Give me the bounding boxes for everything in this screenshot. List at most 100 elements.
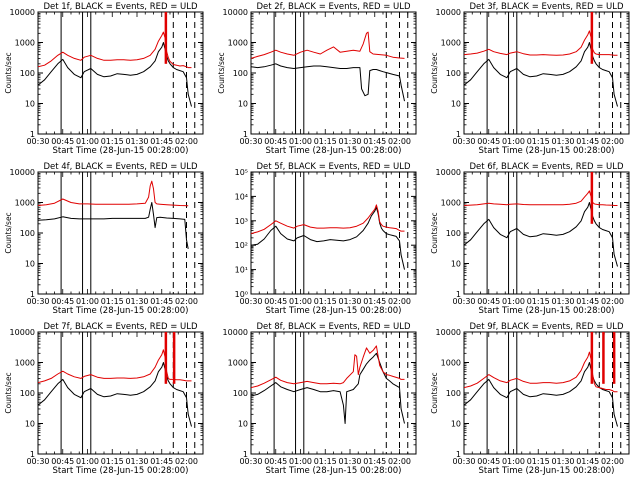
x-tick-label: 00:45	[477, 297, 500, 306]
x-tick-label: 00:45	[264, 137, 287, 146]
x-tick-label: 01:30	[338, 137, 361, 146]
y-tick-label: 100	[20, 229, 35, 238]
y-tick-label: 100	[446, 69, 461, 78]
y-tick-label: 10⁵	[235, 168, 248, 177]
x-tick-label: 01:15	[314, 457, 337, 466]
y-tick-label: 1000	[228, 359, 248, 368]
chart-panel: Det 4f, BLACK = Events, RED = ULD 1 10 100 1…	[4, 162, 204, 316]
y-tick-label: 1	[243, 130, 248, 139]
uld-series-line	[251, 31, 405, 59]
plot-frame	[250, 171, 417, 295]
x-tick-label: 00:45	[477, 457, 500, 466]
y-tick-label: 10	[25, 100, 35, 109]
x-tick-label: 01:45	[363, 297, 386, 306]
y-tick-label: 10000	[10, 328, 35, 337]
x-tick-label: 01:45	[576, 297, 599, 306]
y-tick-label: 10	[451, 100, 461, 109]
x-tick-label: 00:30	[26, 137, 49, 146]
y-axis-label: Counts/sec	[430, 372, 439, 413]
plot-frame	[250, 331, 417, 455]
chart-title: Det 9f, BLACK = Events, RED = ULD	[469, 322, 624, 332]
plot-frame	[463, 171, 630, 295]
x-tick-label: 00:30	[239, 297, 262, 306]
y-tick-label: 10000	[10, 8, 35, 17]
y-axis-label: Counts/sec	[217, 52, 226, 93]
x-tick-label: 01:00	[76, 297, 99, 306]
x-tick-label: 01:30	[338, 457, 361, 466]
y-tick-label: 1	[456, 130, 461, 139]
data-layer	[251, 12, 409, 134]
x-tick-label: 02:00	[601, 137, 624, 146]
y-tick-label: 10	[451, 260, 461, 269]
x-tick-label: 00:30	[26, 297, 49, 306]
events-series-line	[38, 42, 192, 107]
x-tick-label: 00:45	[477, 137, 500, 146]
chart-title: Det 1f, BLACK = Events, RED = ULD	[43, 2, 198, 12]
x-tick-label: 02:00	[175, 297, 198, 306]
x-axis-label: Start Time (28-Jun-15 00:28:00)	[53, 466, 189, 476]
chart-panel: Det 9f, BLACK = Events, RED = ULD 1 10 100 1…	[430, 322, 630, 476]
y-axis-label: Counts/sec	[430, 212, 439, 253]
y-tick-label: 10000	[436, 8, 461, 17]
x-tick-label: 01:30	[338, 297, 361, 306]
x-tick-label: 01:15	[527, 297, 550, 306]
chart-title: Det 6f, BLACK = Events, RED = ULD	[469, 162, 624, 172]
y-tick-label: 10	[238, 100, 248, 109]
x-tick-label: 01:15	[314, 297, 337, 306]
y-axis-label: Counts/sec	[430, 52, 439, 93]
uld-series-line	[38, 31, 192, 69]
y-tick-label: 10	[25, 420, 35, 429]
events-series-line	[464, 202, 618, 267]
x-tick-label: 01:00	[289, 457, 312, 466]
y-tick-label: 1000	[441, 39, 461, 48]
plot-frame	[37, 171, 204, 295]
x-tick-label: 02:00	[601, 297, 624, 306]
x-tick-label: 00:30	[239, 137, 262, 146]
x-tick-label: 02:00	[388, 457, 411, 466]
x-tick-label: 01:15	[101, 137, 124, 146]
y-tick-label: 10000	[10, 168, 35, 177]
uld-series-line	[38, 180, 189, 207]
chart-panel: Det 3f, BLACK = Events, RED = ULD 1 10 100 1…	[430, 2, 630, 156]
y-axis-label: Counts/sec	[4, 52, 13, 93]
x-tick-label: 01:00	[76, 457, 99, 466]
x-tick-label: 01:00	[76, 137, 99, 146]
x-axis-label: Start Time (28-Jun-15 00:28:00)	[266, 306, 402, 316]
uld-series-line	[464, 30, 618, 56]
y-tick-label: 1	[456, 290, 461, 299]
y-tick-label: 10000	[223, 8, 248, 17]
y-tick-label: 1000	[441, 359, 461, 368]
y-tick-label: 10⁰	[235, 290, 248, 299]
data-layer	[464, 12, 622, 134]
x-tick-label: 00:30	[26, 457, 49, 466]
x-tick-label: 01:45	[150, 137, 173, 146]
data-layer	[251, 332, 409, 454]
x-tick-label: 01:15	[527, 137, 550, 146]
data-layer	[464, 332, 622, 454]
chart-panel: Det 6f, BLACK = Events, RED = ULD 1 10 100 1…	[430, 162, 630, 316]
plot-frame	[37, 11, 204, 135]
x-axis-label: Start Time (28-Jun-15 00:28:00)	[266, 466, 402, 476]
plot-frame	[37, 331, 204, 455]
x-tick-label: 00:30	[452, 297, 475, 306]
events-series-line	[251, 352, 405, 424]
y-tick-label: 10000	[436, 328, 461, 337]
y-tick-label: 10²	[235, 241, 248, 250]
plot-frame	[463, 11, 630, 135]
y-tick-label: 1	[456, 450, 461, 459]
data-layer	[38, 12, 196, 134]
x-tick-label: 01:00	[502, 137, 525, 146]
x-axis-label: Start Time (28-Jun-15 00:28:00)	[479, 306, 615, 316]
x-axis-label: Start Time (28-Jun-15 00:28:00)	[479, 466, 615, 476]
chart-title: Det 4f, BLACK = Events, RED = ULD	[43, 162, 198, 172]
x-tick-label: 01:45	[576, 457, 599, 466]
x-tick-label: 02:00	[388, 137, 411, 146]
chart-title: Det 8f, BLACK = Events, RED = ULD	[256, 322, 411, 332]
x-tick-label: 01:45	[363, 457, 386, 466]
data-layer	[464, 172, 622, 294]
events-series-line	[38, 362, 192, 427]
events-series-line	[251, 63, 405, 102]
y-tick-label: 1	[243, 450, 248, 459]
x-tick-label: 01:45	[576, 137, 599, 146]
x-tick-label: 01:45	[150, 297, 173, 306]
